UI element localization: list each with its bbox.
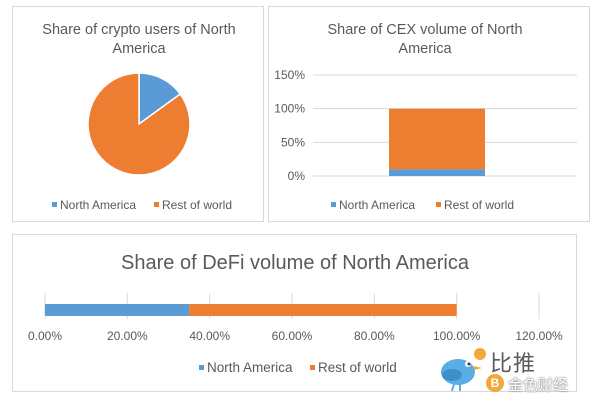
y-tick-label: 50% (281, 135, 305, 149)
cex-volume-bar-chart: Share of CEX volume of North America 0% 50%… (274, 22, 577, 212)
x-tick-label: 0.00% (28, 329, 62, 343)
legend-swatch (154, 202, 159, 207)
x-tick-label: 20.00% (107, 329, 148, 343)
bird-icon (441, 348, 486, 392)
cex-volume-chart-panel: Share of CEX volume of North America 0% 50%… (268, 6, 590, 222)
y-tick-label: 0% (288, 169, 306, 183)
legend-label: Rest of world (444, 198, 514, 212)
watermark-logo: 比推 B 金色财经 (428, 344, 593, 398)
legend-swatch (52, 202, 57, 207)
crypto-users-pie-chart: Share of crypto users of North America Nor… (42, 22, 235, 212)
legend-label: North America (207, 360, 293, 375)
legend-label: North America (339, 198, 415, 212)
bar-segment-north-america (389, 169, 485, 176)
coin-icon: B (486, 374, 504, 392)
pie-slice-north-america (138, 72, 182, 126)
legend-label: Rest of world (318, 360, 397, 375)
chart-title-line: Share of DeFi volume of North America (121, 252, 470, 274)
chart-title-line: Share of crypto users of North (42, 22, 235, 38)
x-tick-label: 40.00% (189, 329, 230, 343)
y-tick-label: 150% (274, 68, 305, 82)
x-tick-label: 100.00% (433, 329, 481, 343)
x-tick-label: 120.00% (515, 329, 563, 343)
bar-segment-rest-of-world (189, 304, 457, 316)
bar-segment-north-america (45, 304, 190, 316)
defi-volume-bar-chart: Share of DeFi volume of North America 0.0… (28, 252, 563, 375)
legend-label: Rest of world (162, 198, 232, 212)
chart-title-line: America (112, 41, 166, 57)
crypto-users-chart-panel: Share of crypto users of North America Nor… (12, 6, 264, 222)
watermark-source-text: 金色财经 (508, 376, 569, 394)
chart-title-line: America (398, 41, 452, 57)
x-tick-label: 60.00% (272, 329, 313, 343)
y-tick-label: 100% (274, 102, 305, 116)
watermark-brand-text: 比推 (490, 352, 537, 377)
legend-label: North America (60, 198, 136, 212)
pie-slice-rest-of-world (87, 72, 191, 176)
legend-swatch (331, 202, 336, 207)
legend-swatch (310, 365, 315, 370)
chart-title-line: Share of CEX volume of North (327, 22, 522, 38)
x-tick-label: 80.00% (354, 329, 395, 343)
bar-segment-rest-of-world (389, 108, 485, 170)
legend-swatch (199, 365, 204, 370)
defi-volume-chart-panel: Share of DeFi volume of North America 0.0… (12, 234, 577, 392)
legend-swatch (436, 202, 441, 207)
